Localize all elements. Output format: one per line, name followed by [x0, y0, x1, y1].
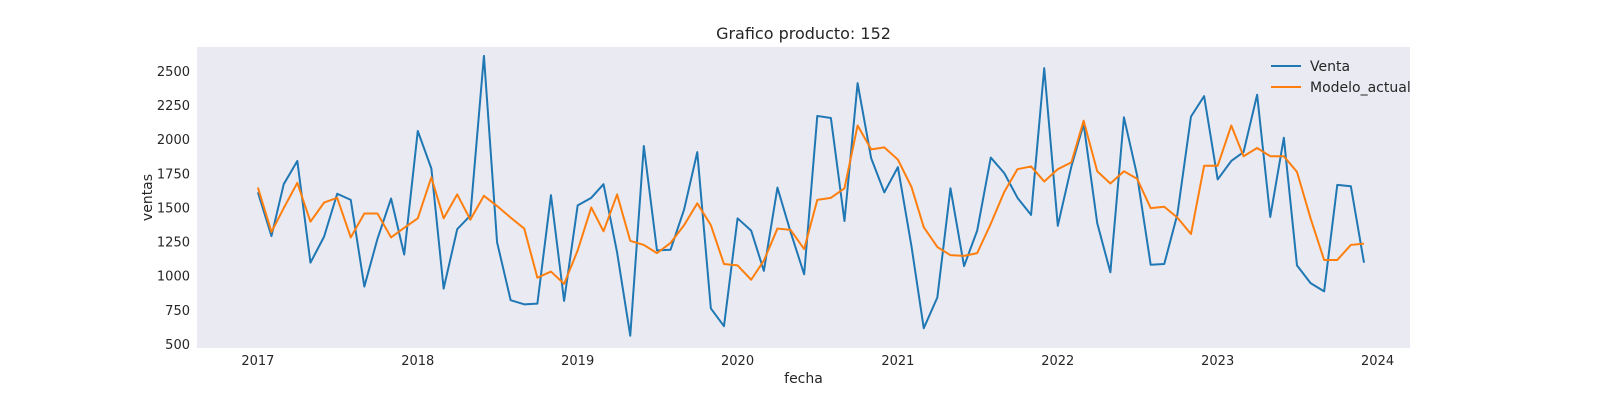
x-tick-label: 2019	[561, 354, 594, 369]
x-tick-label: 2021	[881, 354, 914, 369]
y-axis-label: ventas	[140, 174, 156, 221]
x-axis-label: fecha	[784, 371, 823, 387]
y-axis: 500 750 1000 1250 1500 1750 2000 2250 2500	[157, 65, 190, 353]
x-tick-label: 2023	[1201, 354, 1234, 369]
x-tick-label: 2022	[1041, 354, 1074, 369]
y-tick-label: 2250	[157, 99, 190, 114]
y-tick-label: 1250	[157, 236, 190, 251]
series-line-modelo-actual	[256, 119, 1365, 285]
series-line-venta	[256, 54, 1365, 337]
chart-title: Grafico producto: 152	[716, 24, 891, 43]
y-tick-label: 750	[165, 304, 190, 319]
y-tick-label: 1000	[157, 270, 190, 285]
x-tick-label: 2017	[241, 354, 274, 369]
series-layer	[256, 54, 1365, 337]
x-axis: 2017 2018 2019 2020 2021 2022 2023 2024	[241, 354, 1394, 369]
legend: Venta Modelo_actual	[1271, 59, 1411, 96]
plot-area	[197, 47, 1410, 348]
legend-label: Venta	[1310, 59, 1350, 75]
x-tick-label: 2020	[721, 354, 754, 369]
legend-label: Modelo_actual	[1310, 80, 1411, 96]
x-tick-label: 2024	[1361, 354, 1394, 369]
y-tick-label: 2500	[157, 65, 190, 80]
y-tick-label: 2000	[157, 133, 190, 148]
x-tick-label: 2018	[401, 354, 434, 369]
y-tick-label: 500	[165, 338, 190, 353]
y-tick-label: 1500	[157, 201, 190, 216]
y-tick-label: 1750	[157, 167, 190, 182]
